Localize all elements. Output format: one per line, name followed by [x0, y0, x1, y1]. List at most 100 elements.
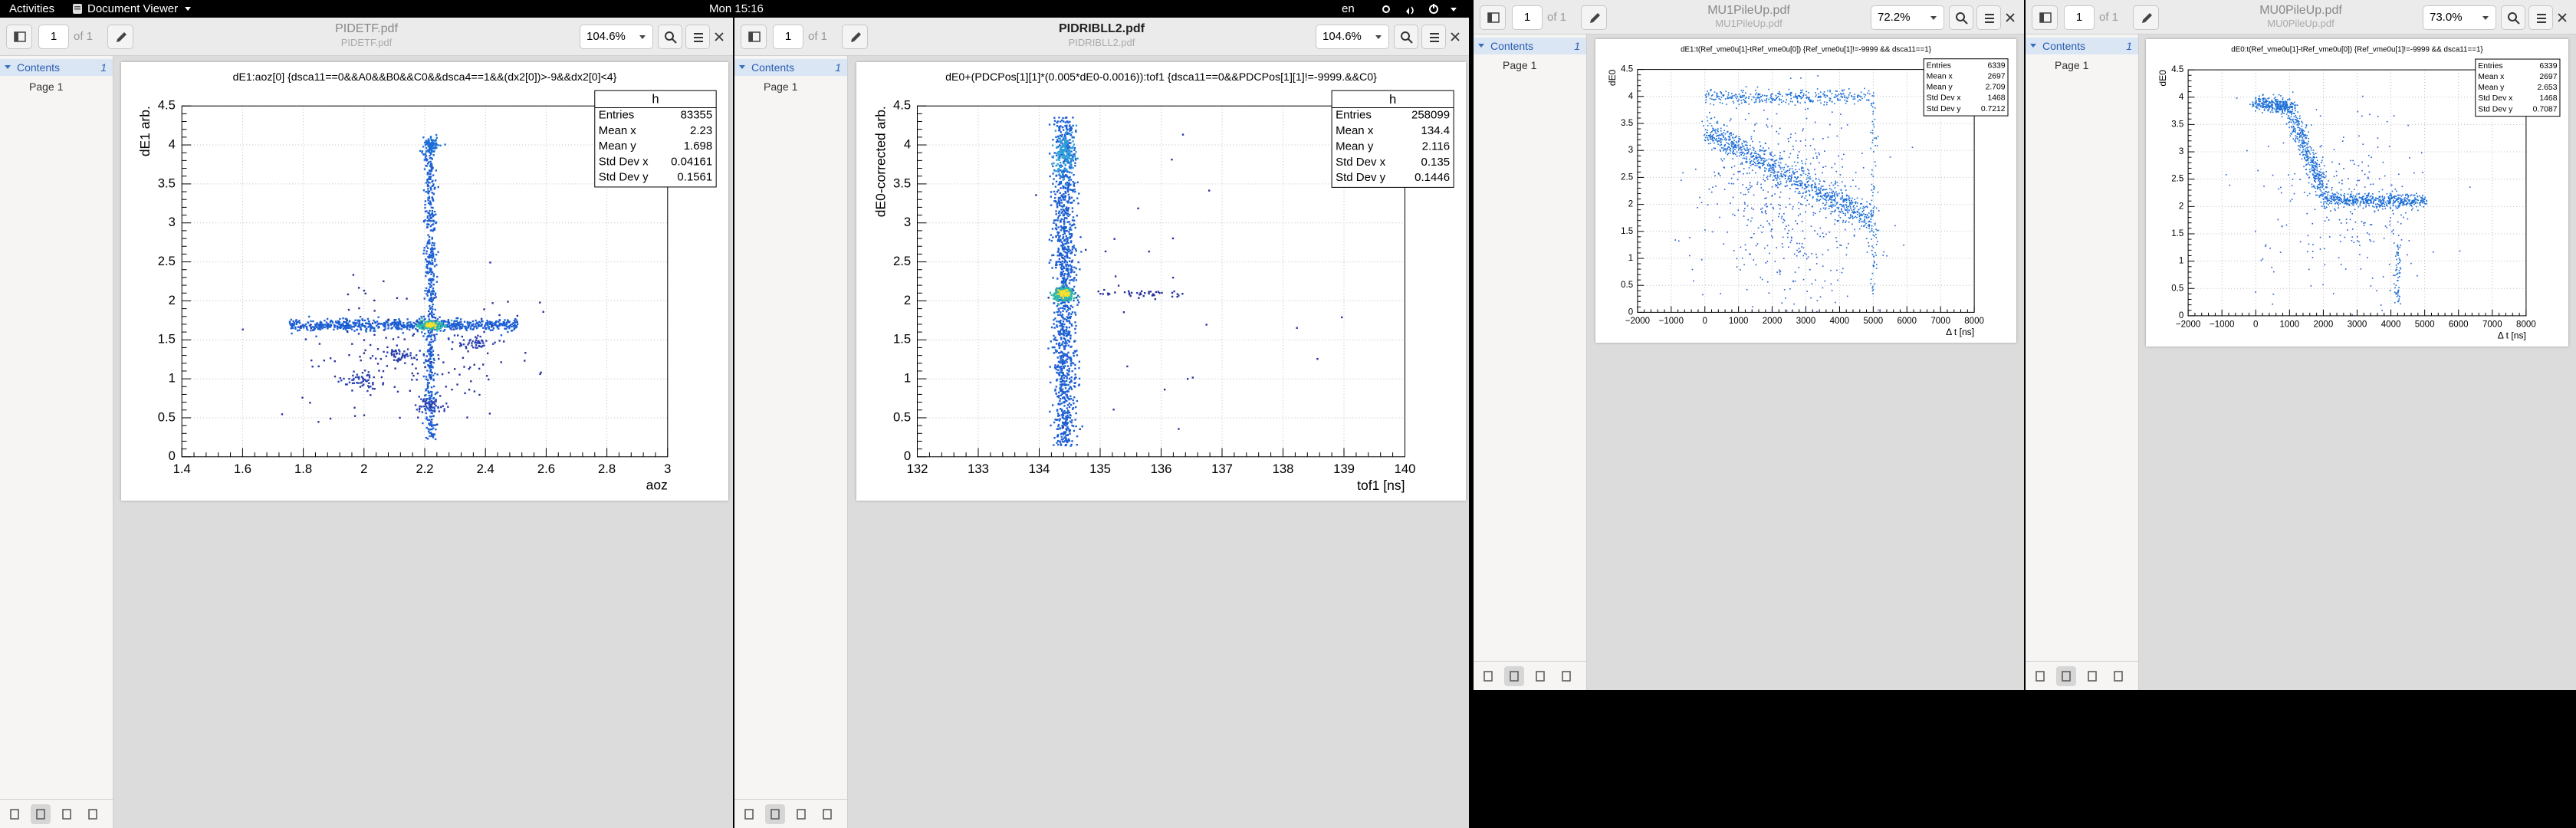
contents-row[interactable]: Contents 1 [734, 59, 847, 76]
scatter-dot [1720, 139, 1722, 141]
thumbnails-tab[interactable] [5, 804, 25, 824]
menu-button[interactable] [1976, 5, 2001, 30]
thumbnails-tab[interactable] [739, 804, 759, 824]
scatter-dot [429, 332, 431, 335]
input-language[interactable]: en [1342, 2, 1355, 15]
scatter-dot [1061, 288, 1063, 290]
zoom-selector[interactable]: 72.2% [1871, 5, 1944, 30]
close-button[interactable] [2004, 12, 2016, 24]
annotate-button[interactable] [1581, 5, 1607, 30]
header-bar: 1 of 1 MU1PileUp.pdf MU1PileUp.pdf 72.2% [1474, 0, 2024, 34]
scatter-dot [1737, 146, 1740, 148]
scatter-dot [1063, 330, 1066, 333]
menu-button[interactable] [1421, 25, 1446, 49]
scatter-dot [1830, 196, 1832, 198]
scatter-dot [1064, 360, 1067, 362]
thumbnails-tab[interactable] [1478, 666, 1498, 686]
scatter-dot [1799, 182, 1801, 185]
scatter-dot [1766, 176, 1769, 177]
page-entry[interactable]: 1 [1512, 5, 1543, 30]
scatter-dot [437, 186, 439, 189]
scatter-dot [1070, 146, 1072, 150]
page-entry[interactable]: 1 [38, 25, 69, 49]
scatter-dot [1077, 202, 1079, 205]
search-button[interactable] [658, 25, 682, 49]
search-button[interactable] [1949, 5, 1973, 30]
scatter-dot [1832, 195, 1833, 196]
scatter-dot [1831, 206, 1833, 209]
scatter-dot [1070, 364, 1073, 366]
page-item[interactable]: Page 1 [1503, 59, 1537, 71]
scatter-dot [1788, 156, 1790, 159]
annotate-button[interactable] [842, 25, 868, 49]
scatter-dot [1704, 139, 1706, 141]
sidebar-toggle[interactable] [1480, 5, 1506, 30]
scatter-dot [1061, 165, 1063, 167]
page-item[interactable]: Page 1 [29, 80, 64, 93]
system-tray[interactable] [1380, 2, 1464, 15]
scatter-dot [1060, 119, 1063, 122]
page-entry[interactable]: 1 [773, 25, 803, 49]
scatter-dot [429, 374, 432, 376]
annotations-tab[interactable] [1530, 666, 1550, 686]
page-item[interactable]: Page 1 [764, 80, 798, 93]
sidebar-toggle[interactable] [741, 25, 767, 49]
scatter-dot [1056, 364, 1060, 366]
scatter-dot [425, 378, 428, 380]
close-button[interactable] [1449, 31, 1461, 43]
scatter-dot [1735, 140, 1737, 143]
scatter-dot [396, 321, 399, 324]
scatter-dot [430, 341, 432, 343]
contents-row[interactable]: Contents 1 [1474, 38, 1586, 54]
scatter-dot [1804, 197, 1806, 199]
scatter-dot [1070, 126, 1072, 129]
scatter-dot [1056, 339, 1058, 342]
scatter-dot [1838, 192, 1840, 195]
clock[interactable]: Mon 15:16 [709, 2, 764, 15]
scatter-dot [1829, 205, 1832, 207]
scatter-dot [456, 324, 458, 327]
scatter-dot [307, 321, 310, 324]
bookmarks-tab[interactable] [817, 804, 837, 824]
scatter-dot [427, 364, 429, 366]
scatter-dot [426, 247, 429, 249]
annotate-button[interactable] [107, 25, 133, 49]
zoom-selector[interactable]: 104.6% [1316, 25, 1389, 49]
scatter-dot [429, 402, 431, 405]
app-menu[interactable]: Document Viewer [87, 2, 179, 15]
scatter-dot [1782, 158, 1783, 159]
scatter-dot [439, 395, 442, 397]
zoom-selector[interactable]: 104.6% [580, 25, 653, 49]
search-button[interactable] [1394, 25, 1418, 49]
scatter-dot [1070, 295, 1073, 297]
scatter-dot [416, 372, 419, 375]
scatter-dot [1053, 117, 1056, 119]
outline-tab[interactable] [765, 804, 785, 824]
scatter-dot [1076, 215, 1079, 217]
close-button[interactable] [713, 31, 725, 43]
scatter-dot [426, 402, 428, 405]
scatter-dot [1752, 140, 1753, 143]
scatter-dot [432, 324, 435, 327]
scatter-dot [1844, 185, 1846, 186]
scatter-dot [480, 325, 482, 327]
scatter-dot [1056, 300, 1059, 302]
scatter-dot [1053, 297, 1056, 300]
menu-button[interactable] [685, 25, 710, 49]
scatter-dot [1066, 240, 1068, 243]
sidebar-toggle[interactable] [6, 25, 32, 49]
bookmarks-tab[interactable] [1556, 666, 1576, 686]
scatter-dot [1063, 141, 1066, 143]
annotations-tab[interactable] [791, 804, 811, 824]
activities-button[interactable]: Activities [9, 2, 55, 15]
scatter-dot [463, 320, 466, 323]
scatter-dot [491, 323, 493, 326]
annotations-tab[interactable] [57, 804, 77, 824]
scatter-dot [424, 156, 427, 159]
contents-row[interactable]: Contents 1 [0, 59, 113, 76]
outline-tab[interactable] [31, 804, 51, 824]
bookmarks-tab[interactable] [83, 804, 103, 824]
scatter-dot [434, 142, 436, 145]
outline-tab[interactable] [1504, 666, 1524, 686]
scatter-dot [1056, 217, 1060, 219]
